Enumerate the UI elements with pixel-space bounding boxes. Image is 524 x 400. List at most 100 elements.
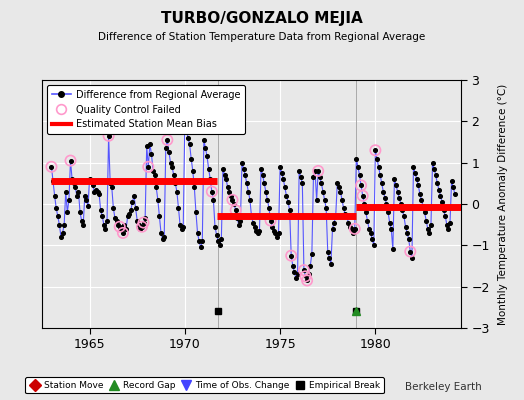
Point bbox=[219, 166, 227, 172]
Point bbox=[107, 184, 116, 191]
Point bbox=[322, 205, 330, 211]
Point bbox=[351, 226, 359, 232]
Point bbox=[111, 215, 119, 222]
Point bbox=[217, 236, 225, 242]
Point bbox=[360, 201, 368, 207]
Point bbox=[249, 219, 257, 226]
Legend: Station Move, Record Gap, Time of Obs. Change, Empirical Break: Station Move, Record Gap, Time of Obs. C… bbox=[26, 377, 384, 394]
Point bbox=[406, 248, 414, 255]
Point bbox=[295, 168, 303, 174]
Point bbox=[379, 188, 388, 195]
Point bbox=[233, 215, 242, 222]
Point bbox=[147, 151, 156, 158]
Point bbox=[303, 277, 311, 284]
Point bbox=[266, 217, 275, 224]
Point bbox=[447, 178, 456, 184]
Point bbox=[301, 273, 310, 280]
Point bbox=[246, 197, 254, 203]
Point bbox=[335, 184, 343, 191]
Point bbox=[403, 230, 411, 236]
Point bbox=[269, 228, 278, 234]
Point bbox=[368, 236, 376, 242]
Point bbox=[146, 141, 154, 147]
Point bbox=[405, 236, 413, 242]
Point bbox=[320, 197, 329, 203]
Point bbox=[206, 176, 214, 182]
Point bbox=[340, 205, 348, 211]
Point bbox=[422, 217, 430, 224]
Point bbox=[384, 209, 392, 216]
Point bbox=[290, 269, 299, 275]
Point bbox=[366, 230, 375, 236]
Point bbox=[449, 184, 457, 191]
Y-axis label: Monthly Temperature Anomaly Difference (°C): Monthly Temperature Anomaly Difference (… bbox=[498, 83, 508, 325]
Point bbox=[160, 234, 168, 240]
Point bbox=[76, 209, 84, 216]
Point bbox=[432, 172, 440, 178]
Point bbox=[451, 190, 459, 197]
Point bbox=[57, 234, 65, 240]
Point bbox=[371, 147, 379, 154]
Point bbox=[163, 137, 171, 143]
Point bbox=[309, 174, 318, 180]
Point bbox=[168, 164, 176, 170]
Point bbox=[121, 222, 129, 228]
Point bbox=[349, 230, 357, 236]
Point bbox=[386, 219, 394, 226]
Point bbox=[266, 217, 275, 224]
Point bbox=[87, 178, 95, 184]
Point bbox=[279, 176, 288, 182]
Point bbox=[150, 172, 159, 178]
Point bbox=[201, 145, 210, 151]
Point bbox=[104, 133, 113, 139]
Point bbox=[412, 176, 421, 182]
Point bbox=[433, 180, 442, 186]
Point bbox=[392, 182, 400, 189]
Point bbox=[182, 124, 191, 131]
Point bbox=[416, 190, 424, 197]
Point bbox=[281, 184, 289, 191]
Point bbox=[115, 224, 124, 230]
Point bbox=[225, 188, 234, 195]
Point bbox=[275, 230, 283, 236]
Point bbox=[232, 207, 240, 214]
Point bbox=[204, 166, 213, 172]
Point bbox=[78, 217, 86, 224]
Point bbox=[63, 209, 71, 216]
Point bbox=[208, 188, 216, 195]
Point bbox=[71, 184, 80, 191]
Point bbox=[373, 155, 381, 162]
Point bbox=[397, 201, 405, 207]
Point bbox=[265, 205, 273, 211]
Point bbox=[174, 205, 183, 211]
Point bbox=[355, 172, 364, 178]
Point bbox=[101, 226, 110, 232]
Point bbox=[444, 226, 453, 232]
Text: TURBO/GONZALO MEJIA: TURBO/GONZALO MEJIA bbox=[161, 11, 363, 26]
Point bbox=[354, 164, 362, 170]
Point bbox=[65, 197, 73, 203]
Point bbox=[185, 141, 194, 147]
Point bbox=[333, 180, 342, 186]
Point bbox=[61, 188, 70, 195]
Point bbox=[254, 230, 262, 236]
Point bbox=[260, 180, 268, 186]
Point bbox=[115, 224, 124, 230]
Point bbox=[224, 184, 232, 191]
Point bbox=[49, 178, 57, 184]
Point bbox=[358, 192, 367, 199]
Point bbox=[425, 230, 433, 236]
Point bbox=[135, 222, 143, 228]
Point bbox=[133, 217, 141, 224]
Point bbox=[60, 222, 68, 228]
Point bbox=[383, 201, 391, 207]
Point bbox=[411, 170, 419, 176]
Point bbox=[417, 197, 425, 203]
Point bbox=[346, 224, 354, 230]
Point bbox=[192, 209, 200, 216]
Point bbox=[112, 217, 121, 224]
Point bbox=[438, 199, 446, 205]
Point bbox=[109, 205, 117, 211]
Point bbox=[255, 228, 264, 234]
Point bbox=[332, 213, 340, 220]
